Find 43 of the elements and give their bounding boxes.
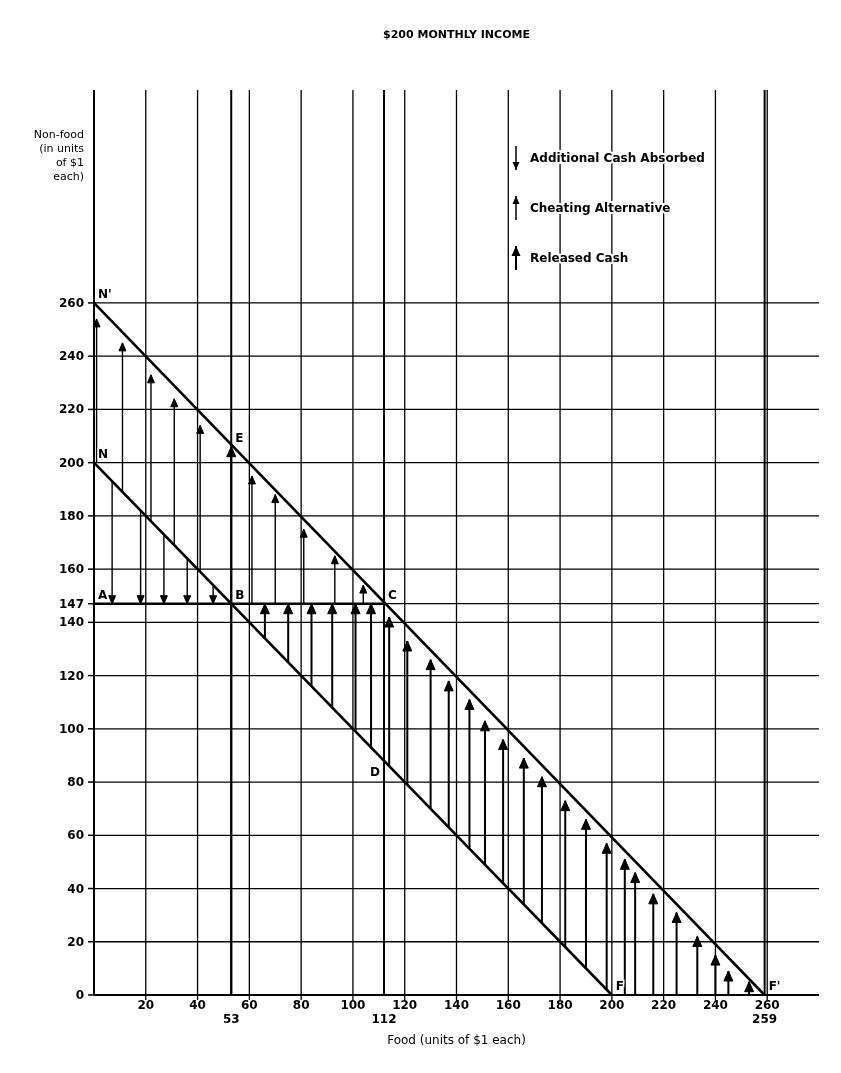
annotation: E	[235, 430, 244, 445]
y-tick-label: 200	[58, 455, 84, 470]
ref-line-label: 53	[222, 1012, 240, 1026]
x-tick-label: 160	[495, 998, 521, 1012]
annotation: N	[98, 446, 109, 461]
y-tick-label: 180	[58, 508, 84, 523]
y-tick-label: 20	[67, 934, 84, 949]
y-tick-label: 120	[58, 668, 84, 683]
y-tick-label: 80	[67, 775, 84, 790]
annotation: F	[615, 979, 625, 993]
x-axis-title: Food (units of $1 each)	[387, 1033, 526, 1047]
y-tick-label: 160	[58, 562, 84, 577]
x-tick-label: 180	[547, 998, 573, 1012]
chart-title: $200 MONTHLY INCOME	[383, 28, 530, 41]
annotation: B	[235, 587, 245, 602]
y-tick-label: 40	[67, 881, 84, 896]
annotation: D	[370, 764, 381, 779]
ref-line-label: 112	[371, 1012, 397, 1026]
x-tick-label: 80	[292, 998, 310, 1012]
y-tick-label: 0	[75, 988, 84, 1002]
ref-line-label: 259	[752, 1012, 778, 1026]
y-tick-label: 140	[58, 615, 84, 630]
x-tick-label: 200	[599, 998, 625, 1012]
x-tick-label: 100	[340, 998, 366, 1012]
annotation: N'	[98, 286, 112, 301]
x-tick-label: 20	[137, 998, 155, 1012]
x-tick-label: 40	[189, 998, 206, 1012]
x-tick-label: 260	[754, 998, 780, 1012]
y-tick-label: 100	[58, 721, 84, 736]
x-tick-label: 240	[702, 998, 728, 1012]
annotation: C	[388, 587, 397, 602]
annotation: F'	[768, 979, 781, 993]
x-tick-label: 220	[651, 998, 677, 1012]
y-tick-label: 260	[58, 295, 84, 310]
x-tick-label: 140	[443, 998, 470, 1012]
y-axis-title: Non-food (in units of $1 each)	[33, 128, 85, 183]
y-tick-label: 60	[67, 828, 84, 843]
y-tick-label: 220	[58, 402, 84, 417]
x-tick-label: 120	[392, 998, 418, 1012]
annotation: A	[98, 587, 108, 602]
x-tick-label: 60	[241, 998, 258, 1012]
y-tick-label: 147	[58, 596, 84, 611]
y-tick-label: 240	[58, 349, 84, 364]
